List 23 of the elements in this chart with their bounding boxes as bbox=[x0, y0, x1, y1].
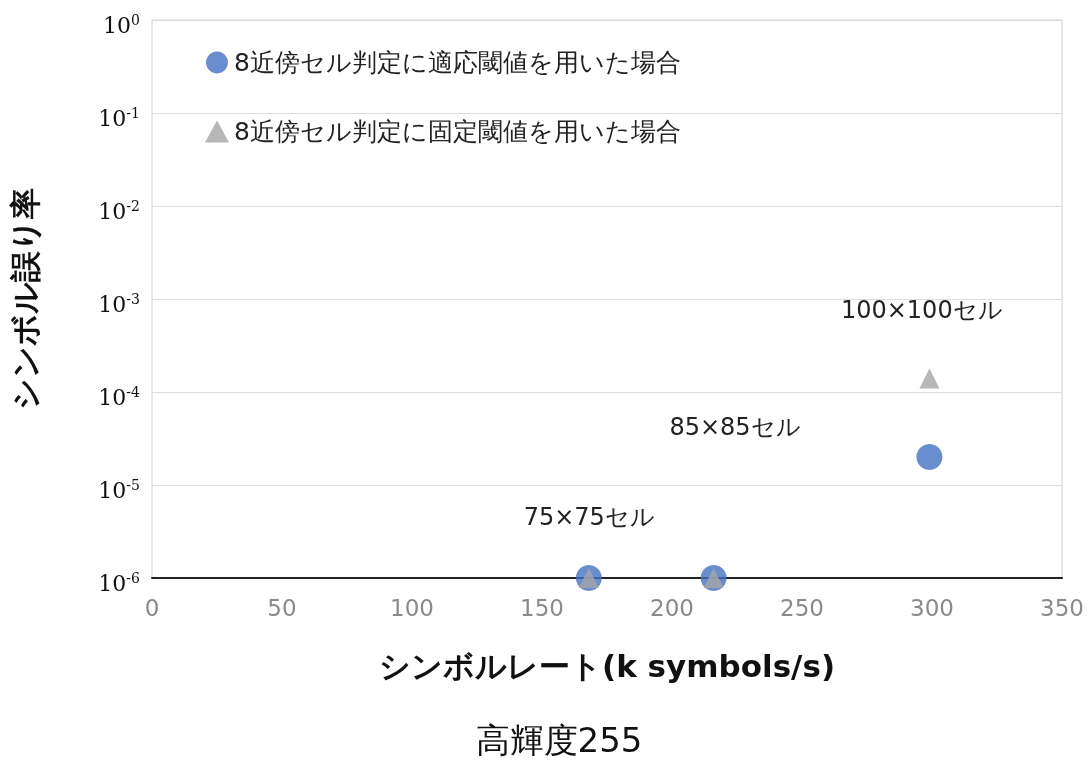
x-tick-label: 150 bbox=[520, 594, 564, 621]
y-tick-label: 10$^{0}$ bbox=[103, 11, 140, 41]
y-tick-label: 10$^{-1}$ bbox=[98, 104, 140, 134]
x-tick-label: 0 bbox=[144, 594, 160, 621]
y-tick-label: 10$^{-3}$ bbox=[98, 290, 140, 320]
annotation: 100×100セル bbox=[840, 296, 1003, 325]
x-tick-label: 50 bbox=[267, 594, 297, 621]
x-tick-label: 250 bbox=[780, 594, 824, 621]
x-tick-label: 200 bbox=[650, 594, 694, 621]
y-tick-label: 10$^{-5}$ bbox=[98, 476, 140, 506]
annotation: 75×75セル bbox=[523, 502, 655, 531]
y-tick-label: 10$^{-2}$ bbox=[98, 197, 140, 227]
legend-label: 8近傍セル判定に固定閾値を用いた場合 bbox=[234, 117, 681, 146]
y-tick-label: 10$^{-6}$ bbox=[98, 569, 140, 599]
x-axis-title: シンボルレート(k symbols/s) bbox=[379, 647, 836, 684]
y-axis-title: シンボル誤り率 bbox=[6, 188, 43, 410]
y-tick-label: 10$^{-4}$ bbox=[98, 383, 140, 413]
x-tick-label: 350 bbox=[1040, 594, 1084, 621]
x-tick-label: 300 bbox=[910, 594, 954, 621]
legend-label: 8近傍セル判定に適応閾値を用いた場合 bbox=[234, 48, 681, 77]
annotation: 85×85セル bbox=[669, 413, 801, 442]
text: 高輝度255 bbox=[475, 720, 643, 760]
x-tick-label: 100 bbox=[390, 594, 434, 621]
